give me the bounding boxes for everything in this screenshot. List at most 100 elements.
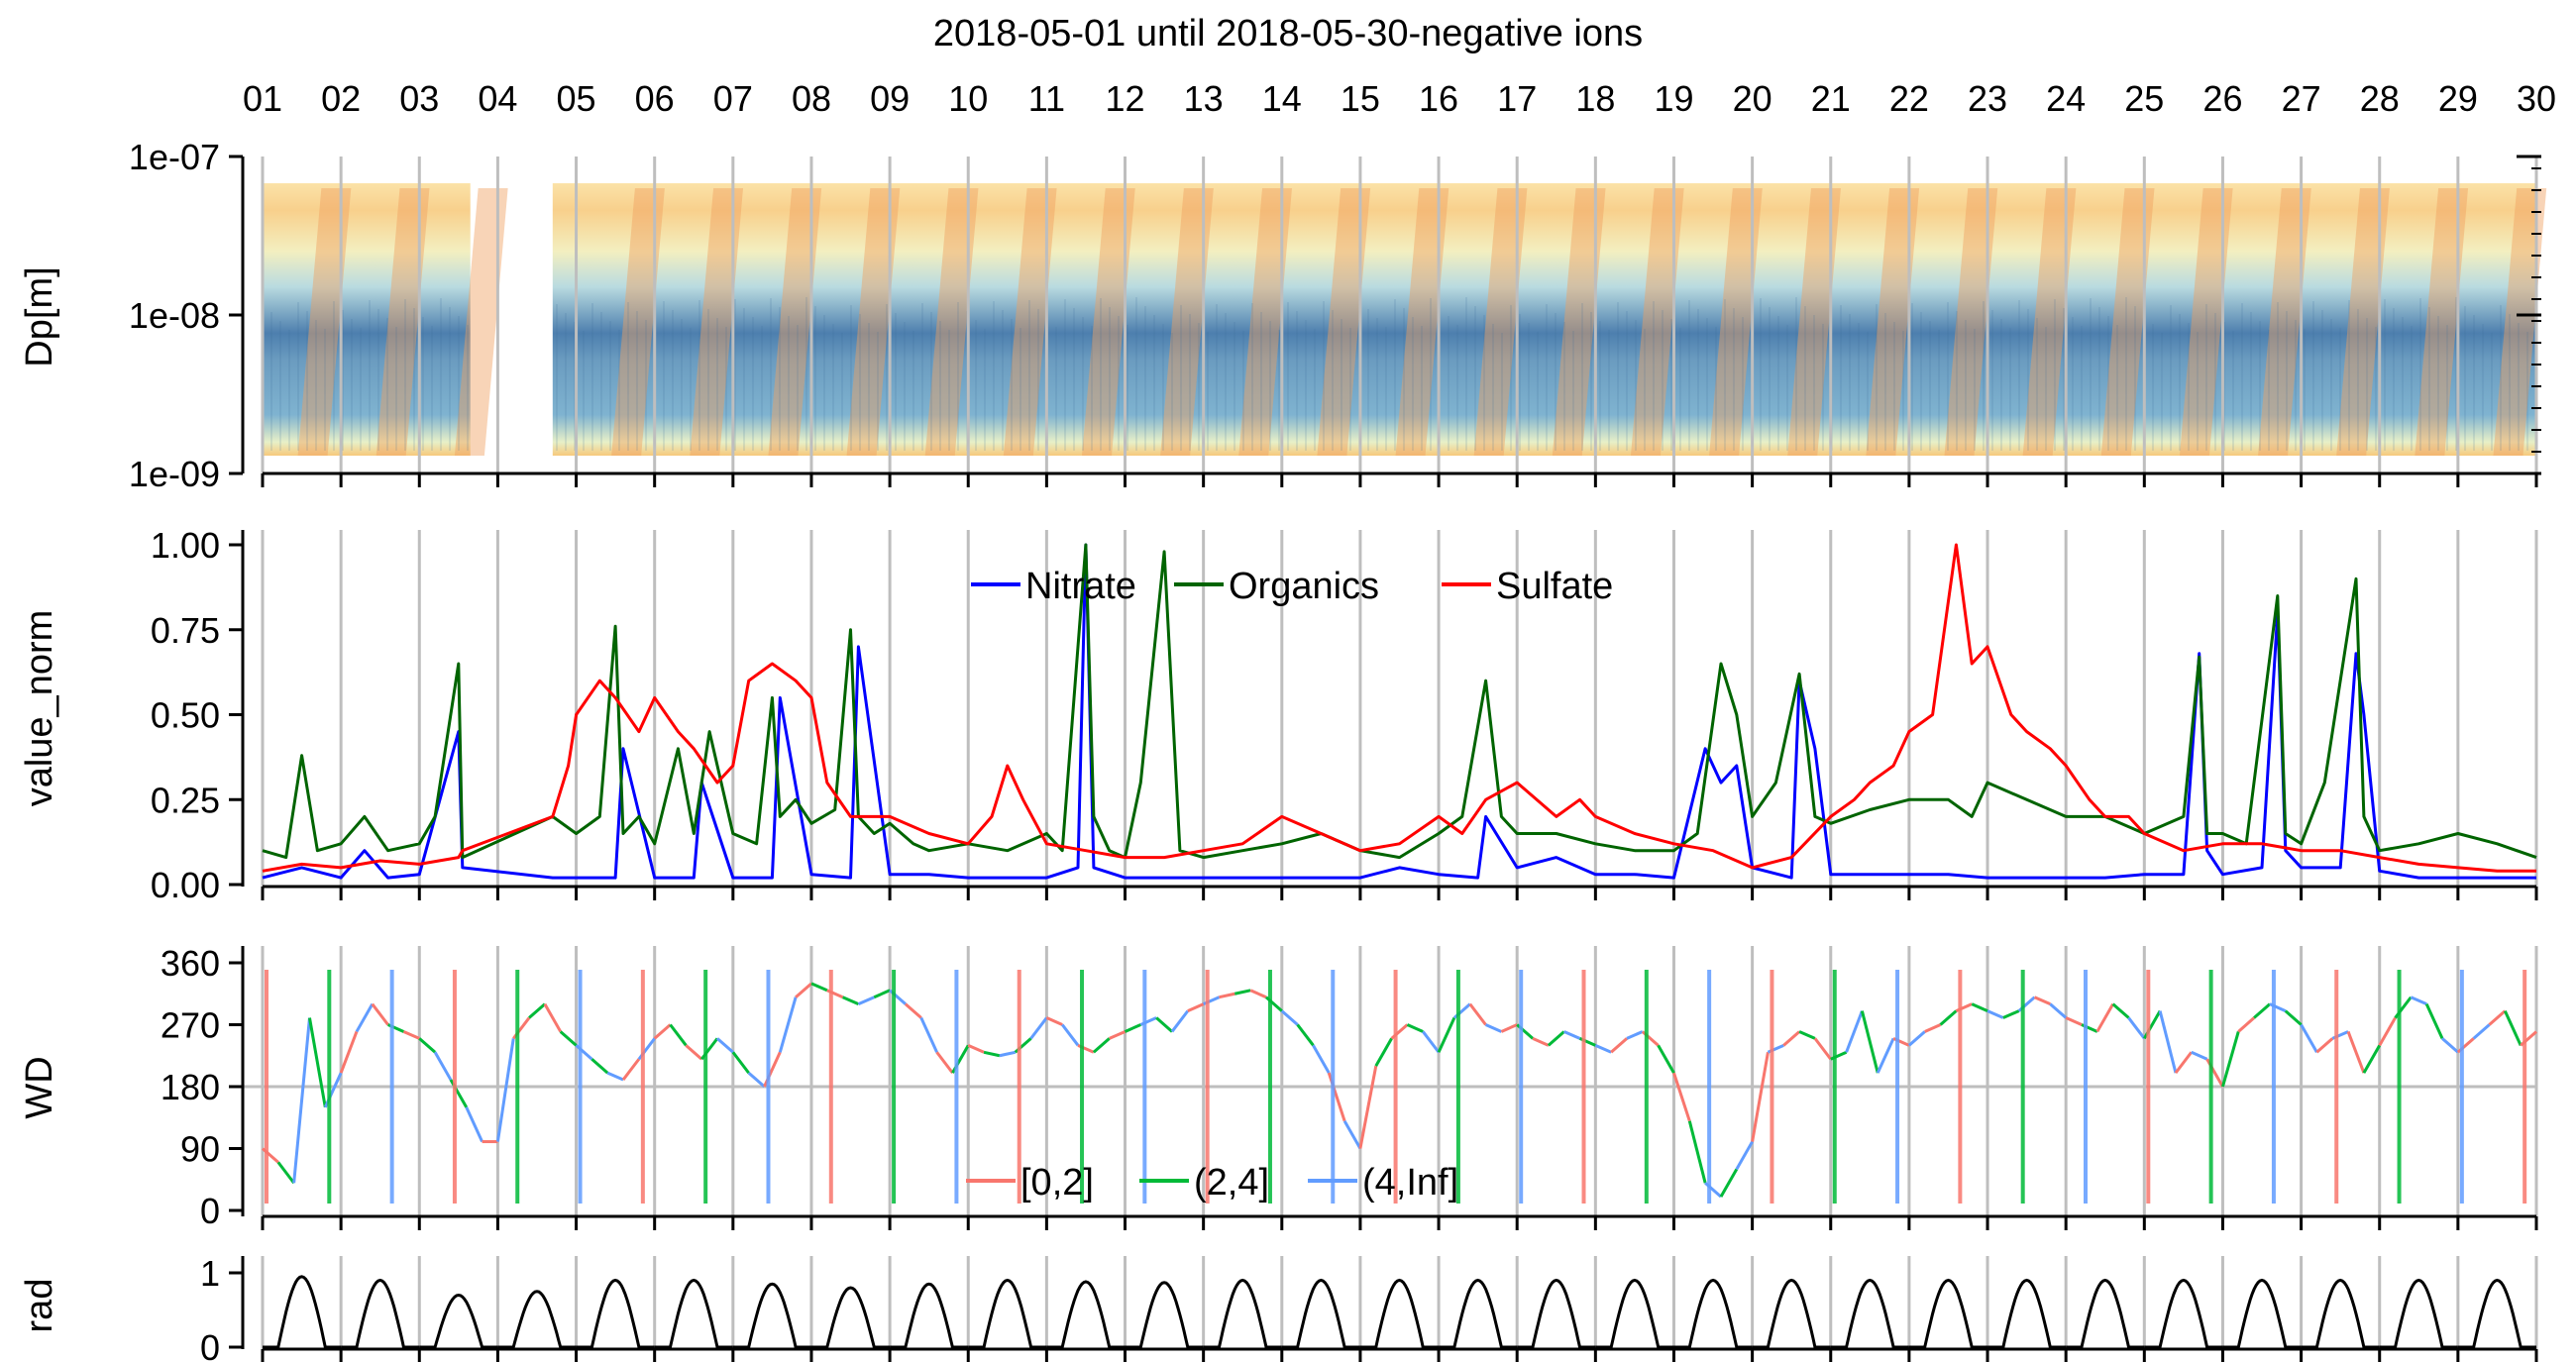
- top-day-label: 29: [2438, 78, 2478, 119]
- growth-streak: [376, 188, 430, 456]
- wd-segment: [967, 1043, 985, 1054]
- wd-segment: [731, 1051, 750, 1075]
- top-day-label: 30: [2517, 78, 2556, 119]
- top-day-label: 14: [1262, 78, 1302, 119]
- top-day-label: 17: [1497, 78, 1537, 119]
- radiation-day-curve: [968, 1278, 1047, 1349]
- wd-segment: [669, 1023, 688, 1047]
- growth-streak: [1630, 188, 1684, 456]
- radiation-day-curve: [1046, 1280, 1126, 1349]
- wd-segment: [402, 1030, 420, 1040]
- wd-segment: [292, 1017, 311, 1184]
- wd-segment: [1312, 1044, 1331, 1074]
- y-tick-label: 0.00: [151, 865, 220, 905]
- top-day-label: 02: [321, 78, 361, 119]
- wd-segment: [371, 1002, 389, 1026]
- wd-segment: [1626, 1030, 1644, 1040]
- radiation-day-curve: [890, 1282, 969, 1349]
- radiation-day-curve: [1908, 1278, 1988, 1349]
- wd-segment: [2315, 1037, 2334, 1054]
- y-tick-label: 270: [161, 1005, 220, 1046]
- wd-segment: [857, 995, 875, 1006]
- top-day-label: 08: [792, 78, 831, 119]
- wd-segment: [1092, 1037, 1111, 1054]
- top-day-label: 26: [2202, 78, 2242, 119]
- growth-streak: [768, 188, 822, 456]
- top-day-label: 04: [478, 78, 517, 119]
- wd-segment: [2002, 1009, 2020, 1019]
- y-tick-label: 360: [161, 943, 220, 984]
- wd-segment: [2221, 1031, 2240, 1088]
- wd-segment: [778, 996, 798, 1053]
- growth-streak: [1238, 188, 1293, 456]
- radiation-panel: 0 1 rad: [19, 1253, 2538, 1362]
- top-day-label: 03: [399, 78, 439, 119]
- top-day-label: 24: [2046, 78, 2086, 119]
- heatmap-panel: 1e-07 1e-08 1e-09 Dp[m]: [19, 137, 2547, 494]
- wd-segment: [2441, 1037, 2459, 1054]
- wd-segment: [606, 1071, 624, 1082]
- y-tick-label: 1.00: [151, 525, 220, 566]
- wd-segment: [2127, 1016, 2146, 1040]
- wd-segment: [590, 1058, 609, 1075]
- wd-segment: [935, 1051, 954, 1075]
- top-day-label: 15: [1341, 78, 1380, 119]
- radiation-day-curve: [1987, 1278, 2067, 1349]
- nitrate-line: [262, 543, 2536, 880]
- wd-segment: [339, 1030, 359, 1074]
- radiation-day-curve: [497, 1290, 577, 1349]
- wd-segment: [1657, 1044, 1675, 1074]
- wd-segment: [2378, 1016, 2397, 1047]
- y-tick-label: 1: [200, 1253, 220, 1294]
- wd-segment: [653, 1023, 672, 1040]
- top-day-label: 25: [2124, 78, 2164, 119]
- wd-segment: [1342, 1119, 1362, 1150]
- top-day-label: 23: [1968, 78, 2007, 119]
- wd-segment: [528, 1002, 546, 1019]
- radiation-day-curve: [2301, 1278, 2380, 1349]
- legend-label: Sulfate: [1496, 566, 1613, 607]
- wd-segment: [1468, 1002, 1487, 1026]
- top-day-label: 11: [1028, 78, 1065, 119]
- wd-segment: [495, 1038, 515, 1142]
- wd-segment: [2253, 1002, 2271, 1019]
- wd-segment: [1813, 1037, 1832, 1061]
- wd-segment: [1406, 1023, 1424, 1033]
- wd-segment: [999, 1050, 1017, 1058]
- growth-streak: [690, 188, 744, 456]
- growth-streak: [1081, 188, 1135, 456]
- radiation-day-curve: [2457, 1278, 2536, 1349]
- y-tick-label: 0: [200, 1191, 220, 1231]
- legend-label: (4,Inf]: [1362, 1162, 1458, 1204]
- growth-streak: [1552, 188, 1606, 456]
- wd-segment: [1358, 1065, 1378, 1149]
- wd-ylabel: WD: [19, 1056, 60, 1118]
- growth-streak: [2415, 188, 2469, 456]
- legend-label: Organics: [1229, 566, 1379, 607]
- top-day-label: 01: [243, 78, 282, 119]
- wd-segment: [1219, 992, 1235, 999]
- concentration-panel: 0.00 0.25 0.50 0.75 1.00 value_norm Nitrate Org…: [19, 525, 2538, 905]
- wd-segment: [2362, 1044, 2382, 1074]
- wd-legend: [0,2] (2,4] (4,Inf]: [966, 1162, 1458, 1204]
- wd-segment: [1500, 1023, 1518, 1033]
- growth-streak: [1866, 188, 1920, 456]
- growth-streak: [611, 188, 665, 456]
- top-day-label: 20: [1733, 78, 1772, 119]
- legend-label: Nitrate: [1025, 566, 1136, 607]
- wd-segment: [1610, 1037, 1628, 1054]
- wd-segment: [842, 995, 860, 1006]
- growth-streak: [2100, 188, 2155, 456]
- growth-streak: [2022, 188, 2077, 456]
- wd-segment: [1234, 989, 1251, 995]
- wd-segment: [543, 1002, 563, 1033]
- wd-segment: [904, 1002, 922, 1019]
- wd-segment: [2488, 1009, 2507, 1026]
- growth-streak: [1709, 188, 1763, 456]
- wd-segment: [2033, 995, 2051, 1006]
- wd-segment: [1532, 1037, 1550, 1047]
- wd-segment: [1782, 1030, 1801, 1047]
- wd-segment: [1971, 1002, 1988, 1012]
- legend-label: [0,2]: [1020, 1162, 1094, 1204]
- top-day-labels: 01 02 03 04 05 06 07 08 09 10 11 12 13 14 15 16 17 18 19 20…: [243, 78, 2556, 119]
